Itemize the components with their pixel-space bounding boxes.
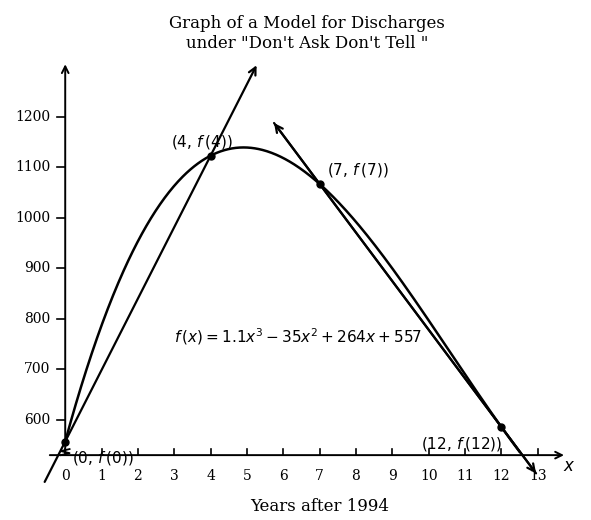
Text: $(7,\,f\,(7))$: $(7,\,f\,(7))$ — [327, 161, 389, 179]
Text: 8: 8 — [352, 469, 361, 483]
Text: 700: 700 — [24, 362, 51, 376]
Text: 9: 9 — [388, 469, 397, 483]
Text: 1200: 1200 — [15, 110, 51, 124]
Text: 13: 13 — [529, 469, 547, 483]
Text: $x$: $x$ — [563, 458, 576, 475]
Text: 10: 10 — [420, 469, 437, 483]
Text: $(12,\,f\,(12))$: $(12,\,f\,(12))$ — [421, 435, 503, 452]
Text: $(4,\,f\,(4))$: $(4,\,f\,(4))$ — [171, 133, 233, 151]
Text: 6: 6 — [279, 469, 288, 483]
Text: 12: 12 — [492, 469, 510, 483]
Text: 1100: 1100 — [15, 161, 51, 175]
Text: 600: 600 — [24, 413, 51, 427]
Text: 1: 1 — [97, 469, 106, 483]
Text: 5: 5 — [242, 469, 251, 483]
Text: 2: 2 — [134, 469, 142, 483]
Text: 11: 11 — [456, 469, 474, 483]
Title: Graph of a Model for Discharges
under "Don't Ask Don't Tell ": Graph of a Model for Discharges under "D… — [169, 15, 445, 51]
Text: 1000: 1000 — [15, 211, 51, 225]
Text: 7: 7 — [315, 469, 324, 483]
Text: 0: 0 — [61, 469, 70, 483]
Text: $(0,\,f\,(0))$: $(0,\,f\,(0))$ — [73, 449, 135, 467]
Text: 4: 4 — [206, 469, 215, 483]
Text: 900: 900 — [24, 262, 51, 276]
Text: 800: 800 — [24, 312, 51, 326]
Text: $f\,(x)=1.1x^3-35x^2+264x+557$: $f\,(x)=1.1x^3-35x^2+264x+557$ — [174, 326, 423, 347]
Text: 3: 3 — [170, 469, 178, 483]
Text: Years after 1994: Years after 1994 — [249, 498, 389, 515]
